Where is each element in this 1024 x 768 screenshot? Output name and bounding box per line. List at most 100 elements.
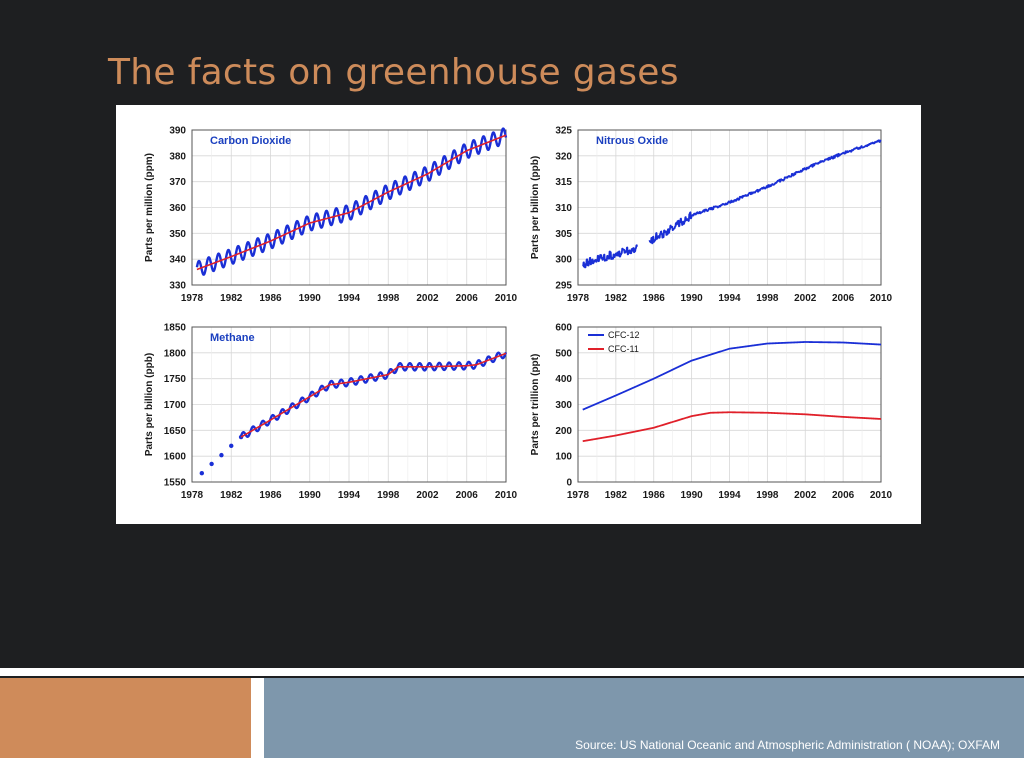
chart-4: 1978 1982 1986 1990 1994 1998 2002 2006 2010 0 100… xyxy=(530,323,893,502)
y-tick-label: 1750 xyxy=(164,374,187,385)
data-point xyxy=(219,452,224,458)
y-tick-label: 200 xyxy=(555,426,572,437)
y-tick-label: 370 xyxy=(169,177,186,188)
x-tick-label: 2010 xyxy=(870,293,893,304)
data-point xyxy=(209,461,214,467)
x-tick-label: 2010 xyxy=(870,490,893,501)
y-tick-label: 315 xyxy=(555,177,572,188)
series-line xyxy=(582,341,882,411)
legend-label: CFC-12 xyxy=(608,330,640,340)
x-tick-label: 1978 xyxy=(181,293,204,304)
x-tick-label: 2006 xyxy=(832,490,855,501)
y-tick-label: 300 xyxy=(555,400,572,411)
y-tick-label: 1700 xyxy=(164,400,187,411)
x-tick-label: 1994 xyxy=(338,293,361,304)
y-axis-label: Parts per million (ppm) xyxy=(144,153,155,262)
y-tick-label: 350 xyxy=(169,229,186,240)
x-tick-label: 1990 xyxy=(299,293,322,304)
series-line xyxy=(582,411,882,443)
legend-label: CFC-11 xyxy=(608,344,639,354)
y-tick-label: 1650 xyxy=(164,426,187,437)
y-axis-label: Parts per trillion (ppt) xyxy=(530,354,541,456)
x-tick-label: 1994 xyxy=(718,490,741,501)
data-point xyxy=(199,471,205,476)
y-tick-label: 600 xyxy=(555,323,572,334)
plot-frame xyxy=(191,326,507,483)
x-tick-label: 1998 xyxy=(756,490,779,501)
chart-1: 1978 1982 1986 1990 1994 1998 2002 2006 2010 330 3… xyxy=(144,126,518,305)
x-tick-label: 1978 xyxy=(567,293,590,304)
y-tick-label: 380 xyxy=(169,151,186,162)
source-citation: Source: US National Oceanic and Atmosphe… xyxy=(575,738,1000,752)
y-tick-label: 300 xyxy=(555,255,572,266)
footer-gap xyxy=(251,678,264,768)
series-line xyxy=(239,351,508,438)
x-tick-label: 1978 xyxy=(567,490,590,501)
x-tick-label: 1982 xyxy=(605,293,628,304)
y-tick-label: 100 xyxy=(555,452,572,463)
x-tick-label: 1994 xyxy=(718,293,741,304)
x-tick-label: 2006 xyxy=(456,490,479,501)
series-line xyxy=(240,352,507,438)
x-tick-label: 1986 xyxy=(643,293,666,304)
x-tick-label: 1990 xyxy=(681,490,704,501)
footer-blue-block xyxy=(264,678,1024,758)
x-tick-label: 1998 xyxy=(756,293,779,304)
series-line xyxy=(196,134,507,271)
x-tick-label: 2002 xyxy=(794,490,817,501)
x-tick-label: 2002 xyxy=(416,490,439,501)
x-tick-label: 1994 xyxy=(338,490,361,501)
chart-3: 1978 1982 1986 1990 1994 1998 2002 2006 2010 1550… xyxy=(144,323,518,502)
x-tick-label: 1982 xyxy=(605,490,628,501)
y-tick-label: 305 xyxy=(555,229,572,240)
y-tick-label: 325 xyxy=(555,126,572,137)
y-axis-label: Parts per billion (ppb) xyxy=(530,156,541,259)
y-tick-label: 310 xyxy=(555,203,572,214)
x-tick-label: 1986 xyxy=(643,490,666,501)
charts-svg: 1978 1982 1986 1990 1994 1998 2002 2006 2010 330 3… xyxy=(144,126,893,502)
x-tick-label: 1982 xyxy=(220,293,243,304)
y-tick-label: 1600 xyxy=(164,452,187,463)
chart-title: Carbon Dioxide xyxy=(210,135,291,147)
y-tick-label: 500 xyxy=(555,348,572,359)
x-tick-label: 1986 xyxy=(259,293,282,304)
x-tick-label: 2010 xyxy=(495,293,518,304)
chart-2: 1978 1982 1986 1990 1994 1998 2002 2006 2010 295 3… xyxy=(530,126,893,305)
y-tick-label: 295 xyxy=(555,281,572,292)
footer-orange-block xyxy=(0,678,251,758)
chart-title: Nitrous Oxide xyxy=(596,135,668,147)
y-tick-label: 0 xyxy=(566,478,572,489)
x-tick-label: 2002 xyxy=(416,293,439,304)
y-tick-label: 400 xyxy=(555,374,572,385)
x-tick-label: 1982 xyxy=(220,490,243,501)
x-tick-label: 2002 xyxy=(794,293,817,304)
x-tick-label: 2006 xyxy=(832,293,855,304)
y-tick-label: 330 xyxy=(169,281,186,292)
y-tick-label: 390 xyxy=(169,126,186,137)
chart-figure-panel: 1978 1982 1986 1990 1994 1998 2002 2006 2010 330 3… xyxy=(116,105,921,524)
x-tick-label: 1978 xyxy=(181,490,204,501)
y-tick-label: 320 xyxy=(555,151,572,162)
x-tick-label: 1986 xyxy=(259,490,282,501)
series-line xyxy=(195,127,508,276)
y-tick-label: 360 xyxy=(169,203,186,214)
plot-frame xyxy=(577,326,882,483)
plot-frame xyxy=(191,129,507,286)
x-tick-label: 2006 xyxy=(456,293,479,304)
plot-frame xyxy=(577,129,882,286)
x-tick-label: 1990 xyxy=(299,490,322,501)
footer-bottom-strip xyxy=(0,758,1024,768)
x-tick-label: 1998 xyxy=(377,293,400,304)
slide-title: The facts on greenhouse gases xyxy=(108,52,679,93)
y-tick-label: 1550 xyxy=(164,478,187,489)
y-tick-label: 340 xyxy=(169,255,186,266)
data-point xyxy=(229,443,234,449)
x-tick-label: 1998 xyxy=(377,490,400,501)
x-tick-label: 1990 xyxy=(681,293,704,304)
y-tick-label: 1800 xyxy=(164,348,187,359)
y-axis-label: Parts per billion (ppb) xyxy=(144,353,155,456)
chart-title: Methane xyxy=(210,332,255,344)
x-tick-label: 2010 xyxy=(495,490,518,501)
y-tick-label: 1850 xyxy=(164,323,187,334)
series-line xyxy=(582,139,882,269)
